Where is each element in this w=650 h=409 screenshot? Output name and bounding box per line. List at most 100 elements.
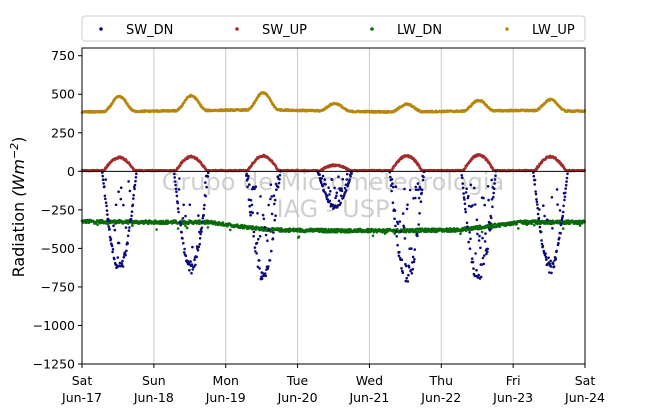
data-point [104, 178, 107, 181]
data-point [463, 198, 466, 201]
data-point [417, 188, 420, 192]
data-point [261, 271, 264, 275]
data-point [270, 249, 273, 253]
data-point [555, 219, 559, 223]
data-point [479, 246, 482, 250]
data-point [337, 175, 340, 178]
data-point [259, 195, 262, 198]
data-point [181, 217, 185, 220]
data-point [278, 173, 282, 177]
data-point [421, 178, 425, 182]
data-point [326, 194, 329, 197]
data-point [175, 190, 178, 194]
data-point [406, 280, 410, 283]
x-tick-date: Jun-24 [564, 390, 605, 405]
data-point [250, 203, 254, 207]
data-point [472, 267, 475, 270]
data-point [253, 246, 257, 249]
data-point [463, 202, 467, 206]
data-point [182, 251, 186, 254]
data-point [400, 258, 404, 262]
data-point [408, 188, 412, 192]
data-point [541, 244, 545, 248]
data-point [266, 267, 270, 270]
data-point [274, 214, 277, 217]
data-point [199, 232, 202, 236]
data-point [477, 239, 481, 242]
data-point [270, 212, 274, 216]
data-point [466, 225, 469, 228]
data-point [101, 178, 105, 181]
data-point [276, 175, 280, 178]
data-point [547, 256, 550, 260]
data-point [184, 224, 187, 228]
data-point [413, 248, 417, 251]
data-point [418, 185, 422, 189]
legend-label: SW_UP [262, 23, 307, 38]
data-point [127, 180, 130, 183]
data-point [106, 222, 110, 226]
data-point [403, 187, 406, 191]
data-point [551, 227, 554, 230]
data-point [476, 232, 479, 236]
data-point [260, 277, 264, 280]
watermark: Grupo de Micrometeorologia IAG - USP [162, 168, 504, 223]
data-point [273, 218, 277, 222]
data-point [398, 250, 401, 254]
data-point [122, 255, 126, 259]
data-point [390, 189, 393, 193]
data-point [551, 262, 555, 266]
data-point [489, 216, 493, 220]
data-point [196, 249, 200, 252]
data-point [545, 218, 549, 222]
x-tick-date: Jun-22 [420, 390, 461, 405]
data-point [333, 186, 336, 190]
data-point [492, 195, 495, 199]
data-point [297, 235, 301, 238]
x-tick-date: Jun-18 [133, 390, 174, 405]
data-point [410, 272, 414, 275]
data-point [548, 271, 551, 274]
data-point [396, 222, 400, 226]
data-point [269, 183, 273, 186]
data-point [112, 224, 115, 227]
data-point [173, 180, 177, 183]
data-point [566, 172, 569, 176]
data-point [405, 207, 409, 211]
data-point [198, 237, 202, 240]
data-point [393, 209, 397, 212]
data-point [257, 259, 261, 262]
data-point [130, 214, 133, 218]
data-point [173, 172, 176, 176]
data-point [249, 198, 253, 202]
data-point [565, 176, 569, 180]
data-point [343, 187, 347, 190]
data-point [559, 231, 562, 235]
data-point [418, 212, 421, 215]
data-point [102, 182, 105, 185]
data-point [469, 183, 473, 187]
data-point [262, 217, 266, 221]
data-point [468, 231, 471, 234]
data-point [183, 247, 186, 251]
data-point [134, 176, 138, 179]
data-point [407, 273, 410, 277]
data-point [106, 213, 109, 216]
data-point [121, 265, 125, 268]
data-point [335, 194, 338, 198]
data-point [176, 201, 179, 205]
data-point [464, 207, 467, 211]
data-point [462, 192, 465, 195]
data-point [411, 255, 415, 259]
data-point [480, 230, 484, 234]
data-point [330, 178, 334, 181]
data-point [258, 267, 261, 270]
data-point [114, 203, 118, 207]
data-point [128, 189, 132, 193]
data-point [176, 207, 180, 210]
data-point [404, 264, 408, 268]
data-point [345, 172, 349, 176]
data-point [328, 193, 331, 196]
data-point [395, 230, 398, 233]
data-point [549, 259, 552, 263]
